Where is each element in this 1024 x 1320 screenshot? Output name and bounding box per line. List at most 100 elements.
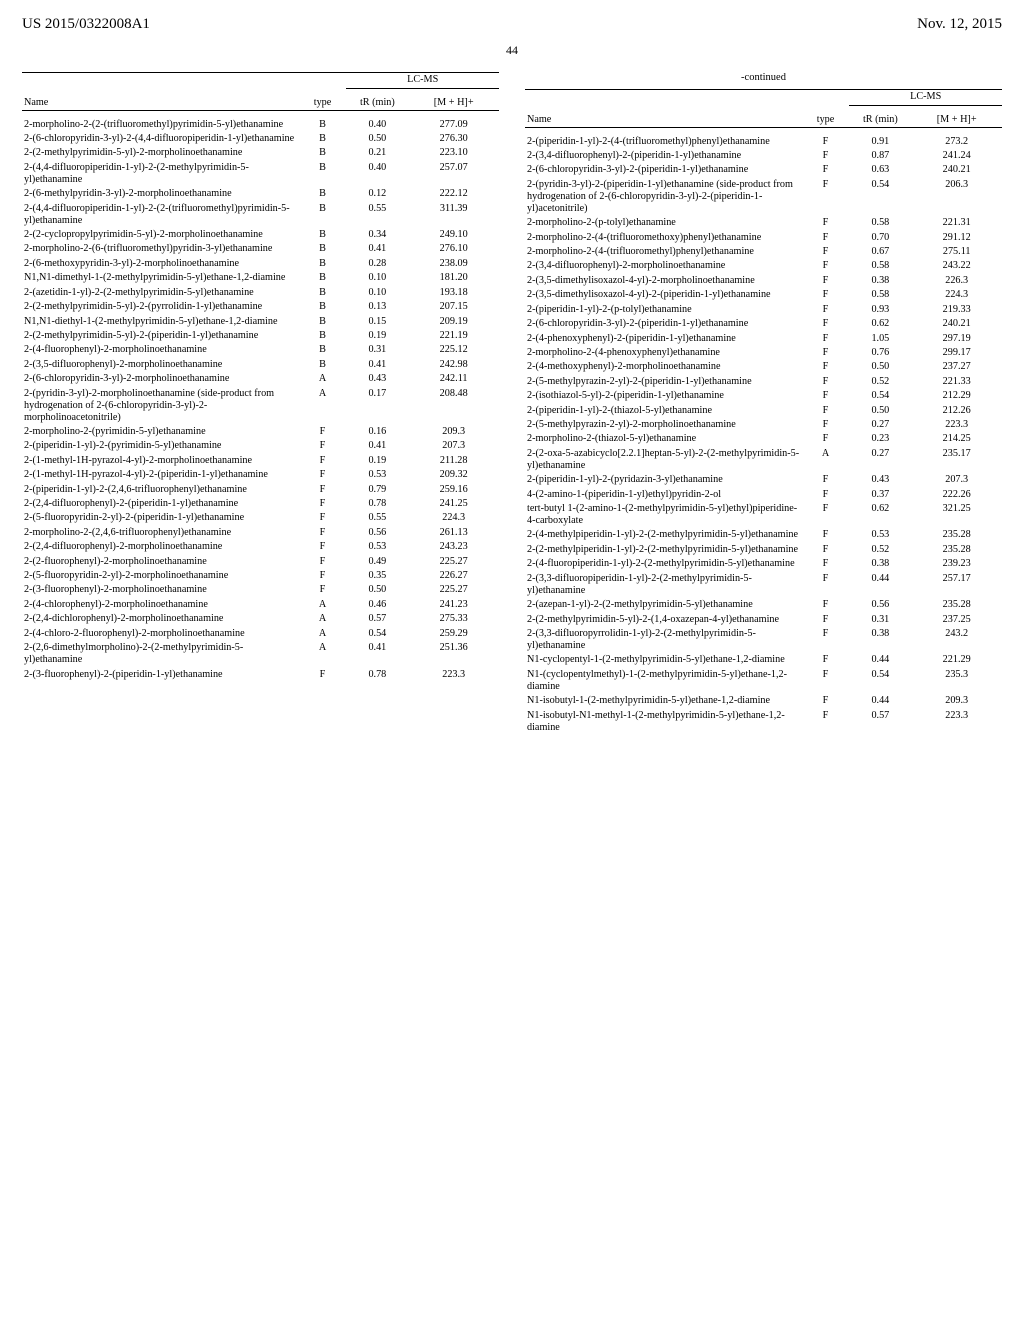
- method-type: F: [299, 583, 347, 597]
- compound-name: 2-(2-methylpyrimidin-5-yl)-2-morpholinoe…: [22, 146, 299, 160]
- retention-time: 0.38: [849, 274, 911, 288]
- mass-plus-h: 207.3: [911, 473, 1002, 487]
- mass-plus-h: 241.25: [408, 497, 499, 511]
- mass-plus-h: 222.26: [911, 487, 1002, 501]
- table-row: tert-butyl 1-(2-amino-1-(2-methylpyrimid…: [525, 502, 1002, 528]
- method-type: F: [802, 418, 850, 432]
- page-header: US 2015/0322008A1 Nov. 12, 2015: [22, 16, 1002, 33]
- method-type: A: [299, 598, 347, 612]
- method-type: B: [299, 242, 347, 256]
- table-row: 2-(2,6-dimethylmorpholino)-2-(2-methylpy…: [22, 641, 499, 667]
- lcms-heading: LC-MS: [346, 73, 499, 89]
- retention-time: 0.53: [849, 528, 911, 542]
- table-row: 2-(piperidin-1-yl)-2-(p-tolyl)ethanamine…: [525, 303, 1002, 317]
- mass-plus-h: 243.22: [911, 259, 1002, 273]
- compound-name: 2-(azepan-1-yl)-2-(2-methylpyrimidin-5-y…: [525, 598, 802, 612]
- table-row: 2-(2-cyclopropylpyrimidin-5-yl)-2-morpho…: [22, 228, 499, 242]
- method-type: F: [802, 502, 850, 528]
- mass-plus-h: 222.12: [408, 187, 499, 201]
- compound-name: 2-(piperidin-1-yl)-2-(thiazol-5-yl)ethan…: [525, 403, 802, 417]
- retention-time: 0.57: [849, 708, 911, 734]
- method-type: B: [299, 132, 347, 146]
- mass-plus-h: 321.25: [911, 502, 1002, 528]
- mass-plus-h: 212.26: [911, 403, 1002, 417]
- method-type: F: [802, 557, 850, 571]
- compound-name: 2-morpholino-2-(thiazol-5-yl)ethanamine: [525, 432, 802, 446]
- compound-name: 2-(4,4-difluoropiperidin-1-yl)-2-(2-(tri…: [22, 201, 299, 227]
- retention-time: 0.58: [849, 259, 911, 273]
- mass-plus-h: 207.15: [408, 300, 499, 314]
- compound-table-left: LC-MS Name type tR (min) [M + H]+ 2-morp…: [22, 72, 499, 682]
- retention-time: 0.40: [346, 117, 408, 131]
- method-type: F: [802, 245, 850, 259]
- table-row: 2-(2-methylpyrimidin-5-yl)-2-(1,4-oxazep…: [525, 612, 1002, 626]
- page-number: 44: [22, 43, 1002, 58]
- table-row: 2-(4-chloro-2-fluorophenyl)-2-morpholino…: [22, 627, 499, 641]
- retention-time: 0.58: [849, 216, 911, 230]
- mass-plus-h: 276.30: [408, 132, 499, 146]
- method-type: F: [802, 178, 850, 216]
- method-type: B: [299, 329, 347, 343]
- patent-number: US 2015/0322008A1: [22, 16, 150, 33]
- mass-plus-h: 235.28: [911, 543, 1002, 557]
- compound-name: 2-morpholino-2-(4-(trifluoromethyl)pheny…: [525, 245, 802, 259]
- method-type: F: [802, 653, 850, 667]
- method-type: F: [802, 571, 850, 597]
- mass-plus-h: 259.29: [408, 627, 499, 641]
- retention-time: 0.38: [849, 557, 911, 571]
- method-type: A: [299, 612, 347, 626]
- mass-plus-h: 206.3: [911, 178, 1002, 216]
- retention-time: 0.54: [849, 389, 911, 403]
- method-type: F: [299, 526, 347, 540]
- compound-name: 2-(4-fluorophenyl)-2-morpholinoethanamin…: [22, 343, 299, 357]
- method-type: F: [802, 230, 850, 244]
- retention-time: 0.10: [346, 286, 408, 300]
- compound-name: 2-(4,4-difluoropiperidin-1-yl)-2-(2-meth…: [22, 161, 299, 187]
- compound-name: N1,N1-diethyl-1-(2-methylpyrimidin-5-yl)…: [22, 314, 299, 328]
- method-type: A: [299, 627, 347, 641]
- retention-time: 0.50: [849, 360, 911, 374]
- mass-plus-h: 225.27: [408, 583, 499, 597]
- mass-plus-h: 221.19: [408, 329, 499, 343]
- table-row: 2-(piperidin-1-yl)-2-(pyrimidin-5-yl)eth…: [22, 439, 499, 453]
- compound-name: 2-(6-methoxypyridin-3-yl)-2-morpholinoet…: [22, 257, 299, 271]
- retention-time: 0.43: [346, 372, 408, 386]
- mass-plus-h: 223.10: [408, 146, 499, 160]
- table-row: 2-(1-methyl-1H-pyrazol-4-yl)-2-(piperidi…: [22, 468, 499, 482]
- retention-time: 0.27: [849, 418, 911, 432]
- mass-plus-h: 276.10: [408, 242, 499, 256]
- table-row: 2-(4-chlorophenyl)-2-morpholinoethanamin…: [22, 598, 499, 612]
- mass-plus-h: 223.3: [408, 667, 499, 681]
- method-type: F: [802, 543, 850, 557]
- compound-name: 2-(piperidin-1-yl)-2-(pyrimidin-5-yl)eth…: [22, 439, 299, 453]
- mass-plus-h: 209.3: [911, 694, 1002, 708]
- table-row: 2-morpholino-2-(6-(trifluoromethyl)pyrid…: [22, 242, 499, 256]
- method-type: B: [299, 257, 347, 271]
- method-type: B: [299, 343, 347, 357]
- table-row: 2-(6-chloropyridin-3-yl)-2-(piperidin-1-…: [525, 163, 1002, 177]
- continued-label: -continued: [525, 72, 1002, 83]
- compound-name: 2-(piperidin-1-yl)-2-(2,4,6-trifluorophe…: [22, 482, 299, 496]
- method-type: A: [802, 447, 850, 473]
- retention-time: 0.50: [346, 583, 408, 597]
- table-row: 2-morpholino-2-(thiazol-5-yl)ethanamineF…: [525, 432, 1002, 446]
- retention-time: 0.58: [849, 288, 911, 302]
- compound-name: 2-(4-methylpiperidin-1-yl)-2-(2-methylpy…: [525, 528, 802, 542]
- retention-time: 0.17: [346, 386, 408, 424]
- method-type: F: [802, 375, 850, 389]
- method-type: B: [299, 187, 347, 201]
- compound-name: 2-morpholino-2-(pyrimidin-5-yl)ethanamin…: [22, 425, 299, 439]
- compound-name: 2-(2-methylpyrimidin-5-yl)-2-(1,4-oxazep…: [525, 612, 802, 626]
- method-type: F: [802, 694, 850, 708]
- table-row: 2-(3,4-difluorophenyl)-2-(piperidin-1-yl…: [525, 149, 1002, 163]
- method-type: F: [299, 511, 347, 525]
- col-type: type: [802, 113, 850, 128]
- table-row: 2-(3,3-difluoropiperidin-1-yl)-2-(2-meth…: [525, 571, 1002, 597]
- compound-name: 2-(5-fluoropyridin-2-yl)-2-(piperidin-1-…: [22, 511, 299, 525]
- mass-plus-h: 257.07: [408, 161, 499, 187]
- col-tr: tR (min): [849, 113, 911, 128]
- table-row: 2-(4-methylpiperidin-1-yl)-2-(2-methylpy…: [525, 528, 1002, 542]
- method-type: F: [802, 149, 850, 163]
- method-type: F: [802, 432, 850, 446]
- mass-plus-h: 291.12: [911, 230, 1002, 244]
